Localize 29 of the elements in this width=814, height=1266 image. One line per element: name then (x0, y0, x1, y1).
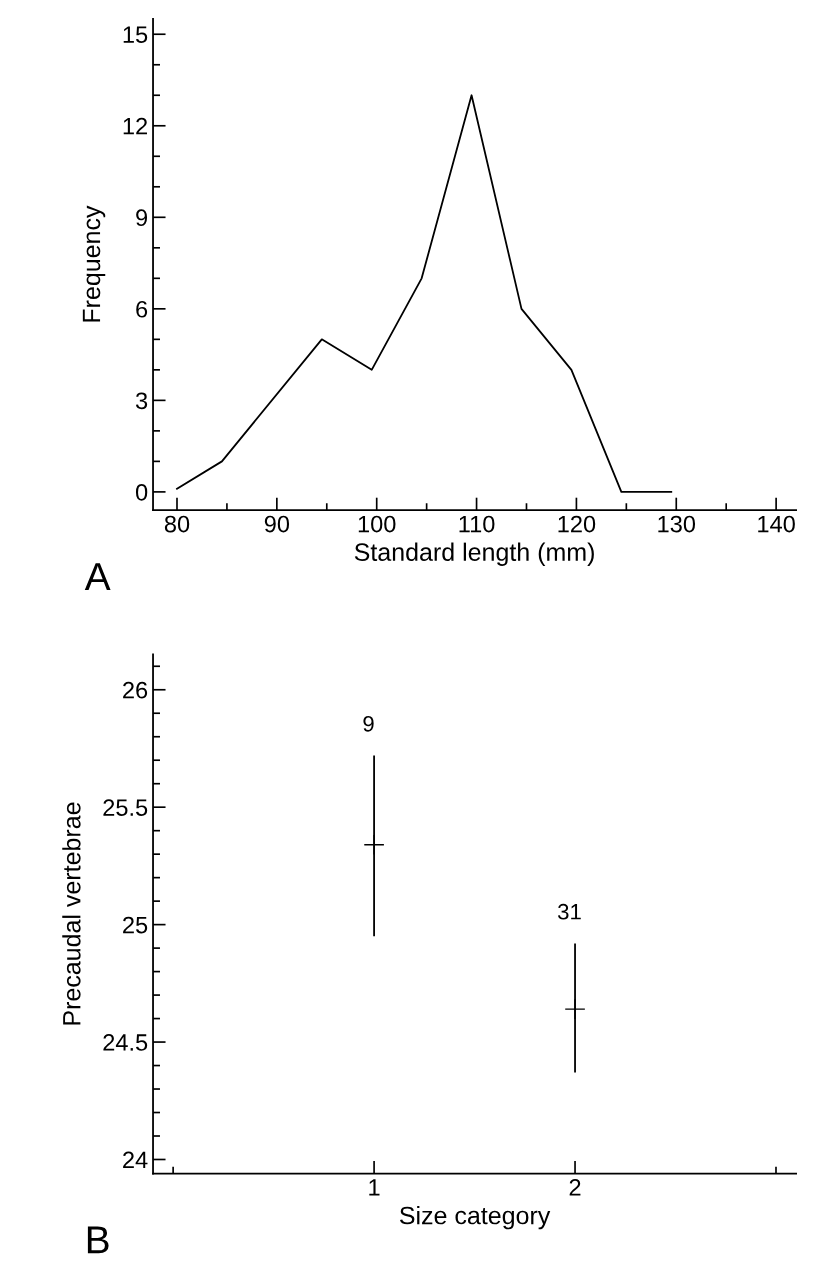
y-tick-label: 24 (123, 1151, 148, 1169)
line-series (176, 94, 673, 493)
x-axis-title: Size category (399, 1206, 551, 1230)
y-tick-label: 25.5 (103, 799, 148, 816)
text: B (87, 1226, 109, 1254)
y-tick-label: 25 (123, 916, 148, 934)
annotation: 31 (557, 903, 581, 920)
y-tick-label: 3 (135, 392, 148, 410)
y-tick-label: 26 (123, 681, 148, 699)
x-tick-label: 80 (164, 515, 190, 533)
x-tick-label: 120 (558, 515, 596, 533)
y-tick-label: 9 (136, 209, 148, 227)
y-axis-title: Frequency (82, 205, 106, 322)
y-tick-label: 12 (123, 117, 147, 135)
y-tick-label: 6 (136, 300, 148, 318)
x-tick-label: 140 (758, 515, 795, 533)
x-tick-label: 100 (358, 515, 396, 533)
x-tick-label: 1 (369, 1179, 380, 1196)
x-axis-title: Standard length (mm) (354, 542, 594, 566)
x-tick-label: 110 (459, 515, 495, 533)
x-tick-label: 130 (658, 515, 696, 533)
y-axis-title: Precaudal vertebrae (62, 802, 81, 1025)
annotation: 9 (363, 715, 374, 732)
x-tick-label: 2 (569, 1179, 581, 1196)
text: A (84, 563, 111, 590)
y-tick-label: 0 (135, 483, 148, 501)
y-tick-label: 15 (123, 26, 148, 44)
x-tick-label: 90 (264, 515, 290, 533)
y-tick-label: 24.5 (103, 1034, 148, 1051)
